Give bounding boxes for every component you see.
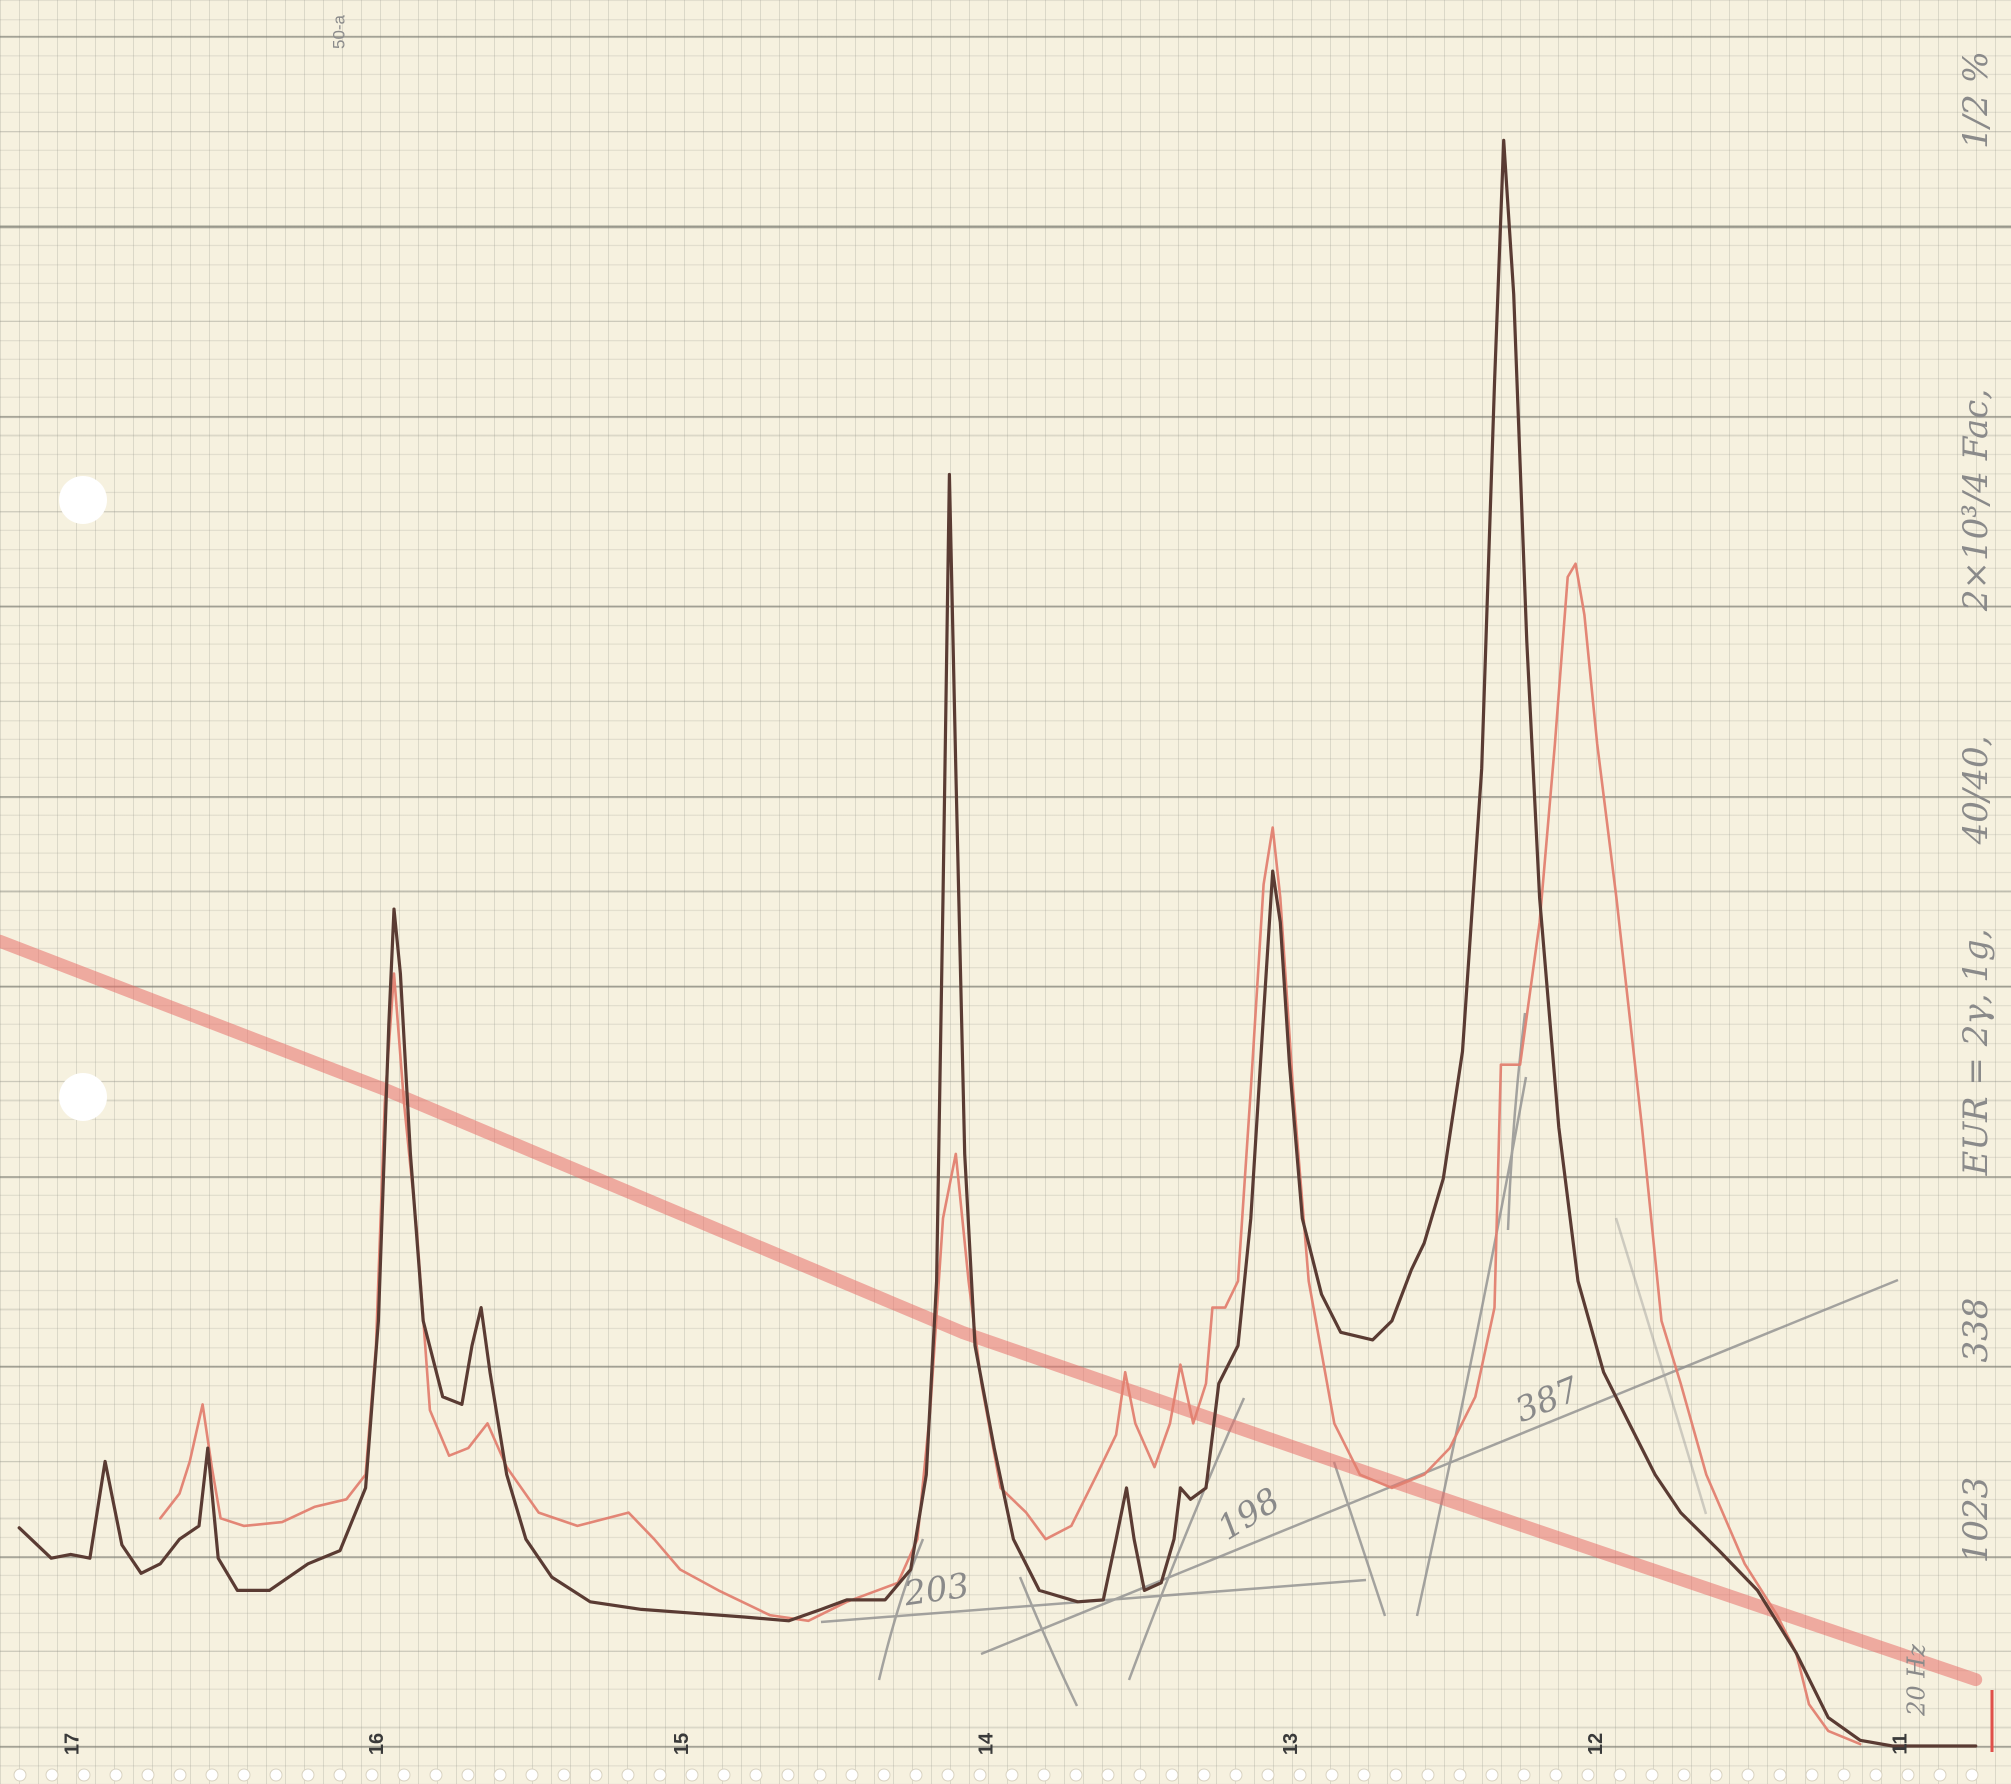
feed-hole bbox=[909, 1768, 923, 1782]
feed-hole bbox=[1965, 1768, 1979, 1782]
feed-hole bbox=[557, 1768, 571, 1782]
feed-hole bbox=[1805, 1768, 1819, 1782]
feed-hole bbox=[589, 1768, 603, 1782]
feed-hole bbox=[973, 1768, 987, 1782]
feed-hole bbox=[1229, 1768, 1243, 1782]
feed-hole bbox=[269, 1768, 283, 1782]
feed-hole bbox=[1325, 1768, 1339, 1782]
x-tick-label: 17 bbox=[61, 1733, 83, 1755]
feed-hole bbox=[1837, 1768, 1851, 1782]
feed-hole bbox=[173, 1768, 187, 1782]
feed-hole bbox=[1421, 1768, 1435, 1782]
feed-hole bbox=[685, 1768, 699, 1782]
feed-hole bbox=[1197, 1768, 1211, 1782]
x-tick-label: 14 bbox=[975, 1732, 997, 1755]
peak-area-label: 203 bbox=[901, 1566, 972, 1615]
plot bbox=[0, 138, 1983, 1748]
spectrum-trace bbox=[159, 562, 1862, 1746]
margin-note: 2×10³/4 Fac, bbox=[1956, 389, 1996, 612]
margin-note: 40/40, bbox=[1956, 736, 1996, 846]
feed-hole bbox=[845, 1768, 859, 1782]
feed-hole bbox=[45, 1768, 59, 1782]
feed-hole bbox=[429, 1768, 443, 1782]
pencil-tangent bbox=[1614, 1217, 1708, 1515]
feed-hole bbox=[1261, 1768, 1275, 1782]
pencil-tangent bbox=[1415, 1076, 1528, 1617]
feed-hole bbox=[333, 1768, 347, 1782]
punch-hole bbox=[59, 476, 107, 524]
x-tick-label: 16 bbox=[366, 1733, 388, 1755]
margin-note: EUR = 2γ, 1g, bbox=[1956, 929, 1996, 1177]
feed-hole bbox=[493, 1768, 507, 1782]
feed-hole bbox=[1069, 1768, 1083, 1782]
margin-note: 1023 bbox=[1956, 1477, 1996, 1564]
feed-hole bbox=[237, 1768, 251, 1782]
x-tick-label: 15 bbox=[671, 1733, 693, 1755]
feed-hole bbox=[301, 1768, 315, 1782]
feed-hole bbox=[621, 1768, 635, 1782]
feed-hole bbox=[77, 1768, 91, 1782]
pencil-baseline bbox=[980, 1278, 1899, 1656]
feed-hole bbox=[781, 1768, 795, 1782]
spectrum-trace bbox=[0, 934, 1983, 1687]
feed-hole bbox=[1901, 1768, 1915, 1782]
feed-hole bbox=[1549, 1768, 1563, 1782]
feed-hole bbox=[1645, 1768, 1659, 1782]
pencil-tangent bbox=[1127, 1397, 1246, 1681]
feed-hole bbox=[13, 1768, 27, 1782]
spectrum-trace bbox=[17, 138, 1978, 1748]
punch-hole bbox=[59, 1073, 107, 1121]
feed-holes bbox=[13, 1768, 1979, 1782]
x-tick-label: 12 bbox=[1585, 1733, 1607, 1755]
x-tick-label: 13 bbox=[1280, 1733, 1302, 1755]
feed-hole bbox=[205, 1768, 219, 1782]
feed-hole bbox=[1165, 1768, 1179, 1782]
pencil-tangent bbox=[877, 1538, 925, 1681]
feed-hole bbox=[1037, 1768, 1051, 1782]
margin-note: 338 bbox=[1956, 1298, 1996, 1363]
feed-hole bbox=[1293, 1768, 1307, 1782]
pencil-tangent bbox=[1332, 1461, 1387, 1617]
feed-hole bbox=[109, 1768, 123, 1782]
pencil-tangent bbox=[1018, 1576, 1079, 1707]
feed-hole bbox=[749, 1768, 763, 1782]
feed-hole bbox=[717, 1768, 731, 1782]
feed-hole bbox=[141, 1768, 155, 1782]
feed-hole bbox=[1101, 1768, 1115, 1782]
peak-area-label: 387 bbox=[1510, 1369, 1585, 1431]
feed-hole bbox=[365, 1768, 379, 1782]
feed-hole bbox=[1773, 1768, 1787, 1782]
feed-hole bbox=[461, 1768, 475, 1782]
x-tick-label: 11 bbox=[1890, 1733, 1912, 1754]
feed-hole bbox=[1581, 1768, 1595, 1782]
feed-hole bbox=[1389, 1768, 1403, 1782]
feed-hole bbox=[525, 1768, 539, 1782]
pencil-tangent bbox=[1506, 1012, 1527, 1231]
feed-hole bbox=[1517, 1768, 1531, 1782]
feed-hole bbox=[941, 1768, 955, 1782]
peak-area-label: 198 bbox=[1211, 1480, 1287, 1548]
feed-hole bbox=[1869, 1768, 1883, 1782]
feed-hole bbox=[1357, 1768, 1371, 1782]
feed-hole bbox=[1613, 1768, 1627, 1782]
margin-note: 1/2 % bbox=[1956, 51, 1996, 149]
feed-hole bbox=[1453, 1768, 1467, 1782]
feed-hole bbox=[1005, 1768, 1019, 1782]
feed-hole bbox=[397, 1768, 411, 1782]
feed-hole bbox=[1709, 1768, 1723, 1782]
feed-hole bbox=[1677, 1768, 1691, 1782]
feed-hole bbox=[1741, 1768, 1755, 1782]
feed-hole bbox=[653, 1768, 667, 1782]
feed-hole bbox=[877, 1768, 891, 1782]
feed-hole bbox=[1933, 1768, 1947, 1782]
feed-hole bbox=[1485, 1768, 1499, 1782]
feed-hole bbox=[813, 1768, 827, 1782]
pencil-construction-lines bbox=[820, 1012, 1899, 1707]
feed-hole bbox=[1133, 1768, 1147, 1782]
sheet-label: 50-a bbox=[329, 14, 348, 49]
margin-note: 20 Hz bbox=[1903, 1644, 1931, 1717]
